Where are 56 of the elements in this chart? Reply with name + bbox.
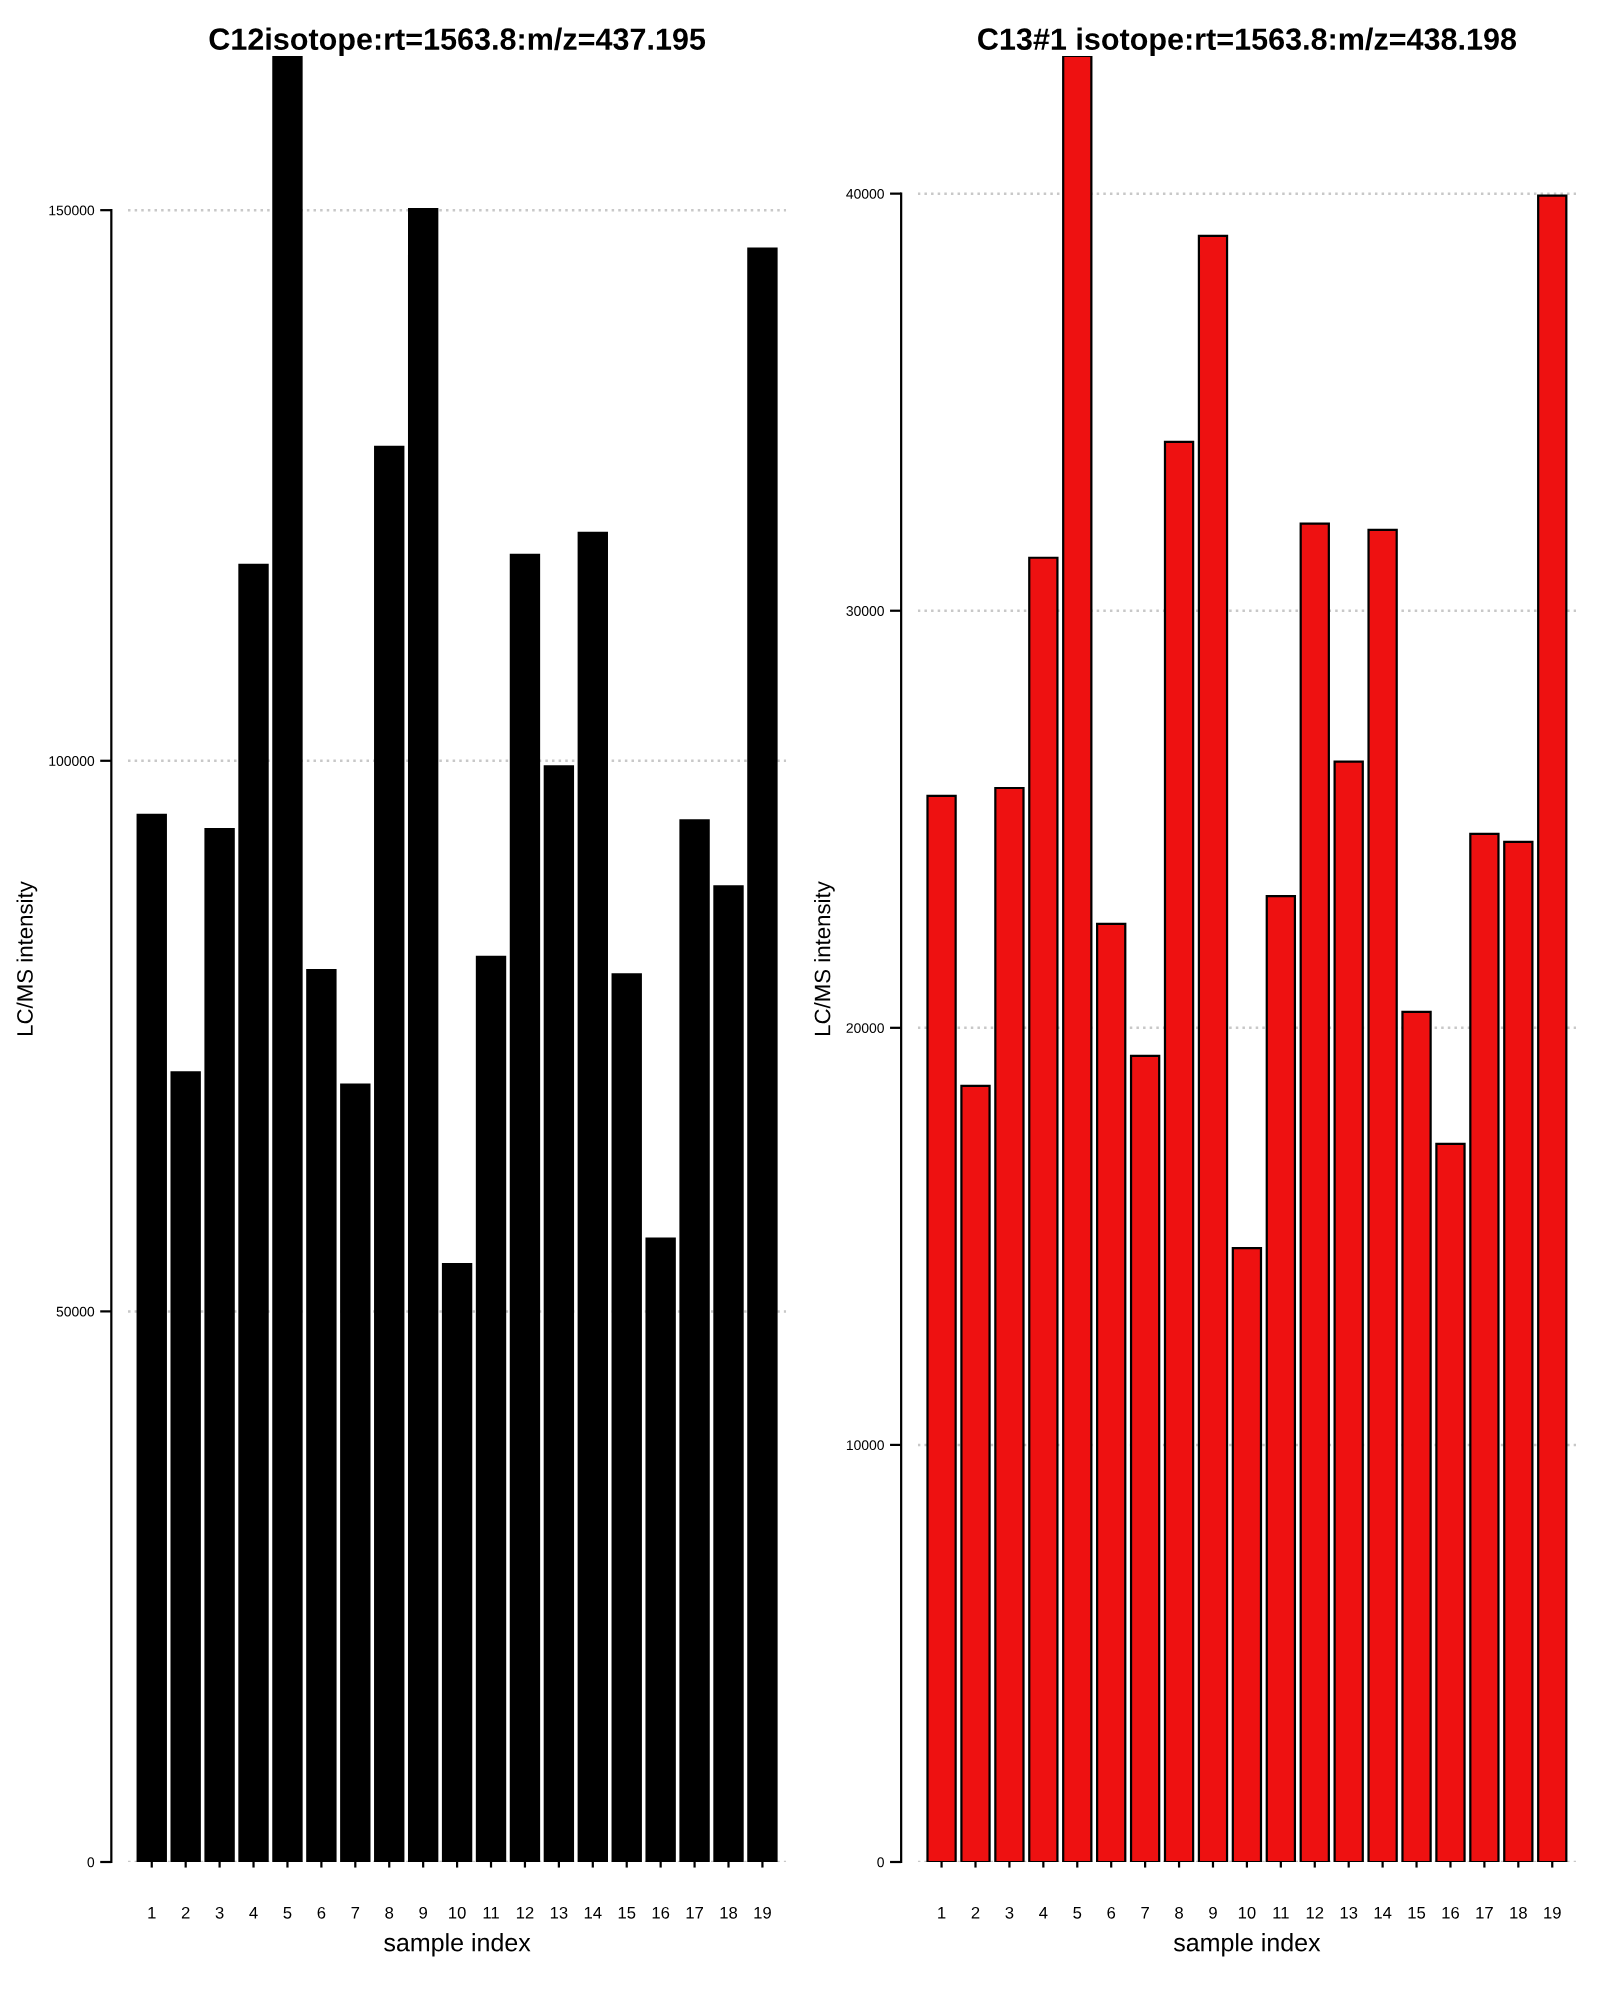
x-tick-label: 14	[584, 1907, 602, 1919]
bar	[475, 955, 507, 1862]
x-tick-label: 10	[1238, 1906, 1256, 1919]
y-axis-title: LC/MS intensity	[814, 881, 835, 1035]
x-tick-label: 14	[1374, 1907, 1392, 1919]
x-tick-label: 18	[1510, 1906, 1527, 1919]
x-tick-label: 10	[449, 1906, 466, 1919]
x-tick-label: 3	[215, 1906, 224, 1919]
x-tick-label: 6	[317, 1906, 326, 1919]
x-tick-label: 19	[1544, 1906, 1561, 1919]
x-tick-label: 4	[1039, 1907, 1048, 1919]
bar	[1096, 922, 1127, 1862]
bar	[577, 531, 608, 1862]
x-tick-label: 19	[754, 1906, 771, 1919]
bar	[1197, 234, 1229, 1862]
x-tick-label: 13	[550, 1906, 568, 1919]
x-tick-label: 8	[385, 1906, 394, 1919]
x-tick-label: 15	[1408, 1907, 1426, 1919]
x-tick-label: 6	[1107, 1906, 1116, 1919]
chart-title: C13#1 isotope:rt=1563.8:m/z=438.198	[978, 27, 1517, 56]
x-tick-label: 13	[1340, 1906, 1358, 1919]
x-tick-label: 9	[1209, 1906, 1217, 1919]
x-tick-label: 4	[249, 1907, 258, 1919]
bar	[1129, 1054, 1161, 1862]
bar	[407, 207, 439, 1862]
x-tick-label: 9	[419, 1906, 428, 1919]
x-tick-label: 7	[351, 1907, 360, 1919]
chart-title: C12isotope:rt=1563.8:m/z=437.195	[209, 27, 706, 56]
x-tick-label: 16	[1442, 1906, 1460, 1919]
x-tick-label: 11	[1273, 1907, 1289, 1919]
bar	[543, 765, 575, 1862]
x-tick-label: 5	[283, 1907, 292, 1919]
x-axis-title: sample index	[1173, 1933, 1321, 1957]
x-tick-label: 16	[652, 1906, 670, 1919]
x-tick-label: 11	[483, 1907, 499, 1919]
x-axis-title: sample index	[384, 1933, 531, 1957]
x-tick-label: 17	[1476, 1907, 1493, 1919]
y-axis-title: LC/MS intensity	[16, 881, 38, 1035]
x-tick-label: 12	[516, 1906, 534, 1919]
bar	[441, 1262, 473, 1862]
x-tick-label: 15	[618, 1907, 636, 1919]
bar	[509, 553, 541, 1862]
x-tick-label: 17	[686, 1907, 704, 1919]
bar	[1231, 1246, 1263, 1862]
x-tick-label: 2	[971, 1906, 980, 1919]
x-tick-label: 1	[938, 1907, 946, 1919]
x-tick-label: 18	[720, 1906, 738, 1919]
x-tick-label: 7	[1141, 1907, 1149, 1919]
x-tick-label: 8	[1175, 1906, 1183, 1919]
bar	[1265, 894, 1297, 1862]
x-tick-label: 2	[181, 1906, 190, 1919]
bar	[1163, 440, 1195, 1862]
x-tick-label: 12	[1306, 1906, 1324, 1919]
x-tick-label: 5	[1073, 1907, 1082, 1919]
x-tick-label: 3	[1005, 1906, 1014, 1919]
x-tick-label: 1	[148, 1907, 156, 1919]
